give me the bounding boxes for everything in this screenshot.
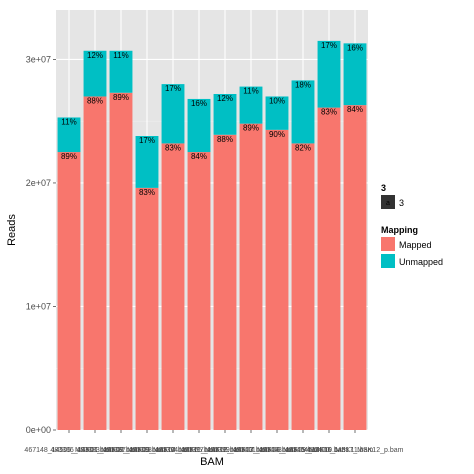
bar-label-unmapped: 17%	[165, 84, 181, 93]
x-tick-label: 483383_14508_MSK03.bam	[76, 447, 165, 454]
bar-label-mapped: 88%	[87, 96, 103, 105]
bar-mapped	[265, 129, 289, 430]
x-tick-label: 483404_14516_MSK11.bam	[285, 447, 374, 454]
bar-label-mapped: 84%	[347, 105, 363, 114]
bar-label-unmapped: 11%	[113, 51, 128, 60]
legend-label-size: 3	[399, 198, 404, 208]
bar-unmapped	[83, 50, 107, 97]
bar-label-mapped: 90%	[269, 130, 285, 139]
bar-label-mapped: 88%	[217, 135, 233, 144]
bar-mapped	[317, 107, 341, 431]
x-axis-title: BAM	[200, 456, 224, 468]
bar-label-unmapped: 11%	[243, 87, 258, 96]
x-tick-label: 483401_14514_MSK09.bam	[232, 447, 321, 454]
bar-label-mapped: 84%	[191, 152, 207, 161]
legend-title-mapping: Mapping	[381, 225, 418, 235]
legend-label-unmapped: Unmapped	[399, 257, 443, 267]
x-tick-label: 483397_14512_MSK07.bam	[180, 447, 269, 454]
bar-mapped	[109, 92, 133, 430]
bar-label-unmapped: 12%	[87, 51, 103, 60]
bar-label-unmapped: 16%	[347, 43, 363, 52]
legend-key-unmapped	[381, 254, 395, 268]
bar-unmapped	[317, 40, 341, 108]
bar-label-mapped: 89%	[113, 93, 129, 102]
bar-unmapped	[291, 80, 315, 144]
bar-unmapped	[161, 84, 185, 144]
y-axis-ticks: 0e+00 1e+07 2e+07 3e+07	[26, 54, 56, 435]
bar-label-unmapped: 18%	[295, 80, 311, 89]
y-tick-label: 1e+07	[26, 301, 51, 311]
bar-unmapped	[109, 50, 133, 93]
legend-key-mapped	[381, 237, 395, 251]
bar-mapped	[213, 134, 237, 430]
bar-mapped	[57, 152, 81, 430]
bar-unmapped	[135, 136, 159, 188]
y-axis-title: Reads	[6, 214, 18, 246]
bar-label-unmapped: 17%	[139, 136, 155, 145]
bar-label-mapped: 82%	[295, 143, 311, 152]
bar-mapped	[343, 105, 367, 430]
bar-unmapped	[187, 98, 211, 153]
bar-label-mapped: 83%	[165, 143, 181, 152]
y-tick-label: 3e+07	[26, 54, 51, 64]
bar-mapped	[161, 143, 185, 431]
segment-labels: 89% 11% 88% 12% 89% 11% 83% 17% 83% 17% 84% 16% 88% 1…	[61, 41, 363, 197]
bar-unmapped	[343, 43, 367, 106]
bar-mapped	[239, 123, 263, 430]
bar-label-unmapped: 12%	[217, 94, 233, 103]
bar-label-mapped: 89%	[243, 124, 259, 133]
legend-key-size-glyph: a	[386, 200, 390, 207]
y-tick-label: 2e+07	[26, 178, 51, 188]
bar-unmapped	[265, 96, 289, 130]
legend: 3 a 3 Mapping Mapped Unmapped	[381, 183, 443, 268]
bar-mapped	[291, 143, 315, 431]
legend-label-mapped: Mapped	[399, 240, 432, 250]
x-tick-label: 483388_14510_MSK05.bam	[128, 447, 217, 454]
bar-mapped	[135, 187, 159, 430]
bar-label-unmapped: 10%	[269, 96, 285, 105]
bar-label-unmapped: 17%	[321, 41, 337, 50]
x-tick-label: 483387_14509_MSK04.bam	[102, 447, 191, 454]
bar-unmapped	[57, 117, 81, 153]
bar-label-mapped: 83%	[139, 188, 155, 197]
bar-label-unmapped: 11%	[61, 117, 76, 126]
bars	[57, 40, 367, 431]
bar-label-mapped: 83%	[321, 108, 337, 117]
legend-key-size	[381, 195, 395, 209]
x-tick-label: 483403_14515_MSK10.bam	[258, 447, 347, 454]
x-tick-label: 483394_14511_MSK06.bam	[155, 447, 244, 454]
x-tick-label: 467148_14506_MSK01.bam	[24, 447, 113, 454]
x-tick-label: 483399_14513_MSK08.bam	[206, 447, 295, 454]
legend-title-size: 3	[381, 183, 386, 193]
bar-label-mapped: 89%	[61, 152, 77, 161]
x-tick-label: 483410_14517_MSK12_p.bam	[307, 447, 404, 454]
bar-unmapped	[213, 94, 237, 135]
x-tick-label: 483366_14507_MSK02.bam	[50, 447, 139, 454]
y-tick-label: 0e+00	[26, 425, 51, 435]
bar-unmapped	[239, 86, 263, 124]
x-axis-ticks: 467148_14506_MSK01.bam483366_14507_MSK02…	[24, 430, 404, 454]
bar-mapped	[83, 96, 107, 431]
plot-panel	[56, 10, 368, 430]
bar-label-unmapped: 16%	[191, 99, 207, 108]
bar-mapped	[187, 152, 211, 430]
